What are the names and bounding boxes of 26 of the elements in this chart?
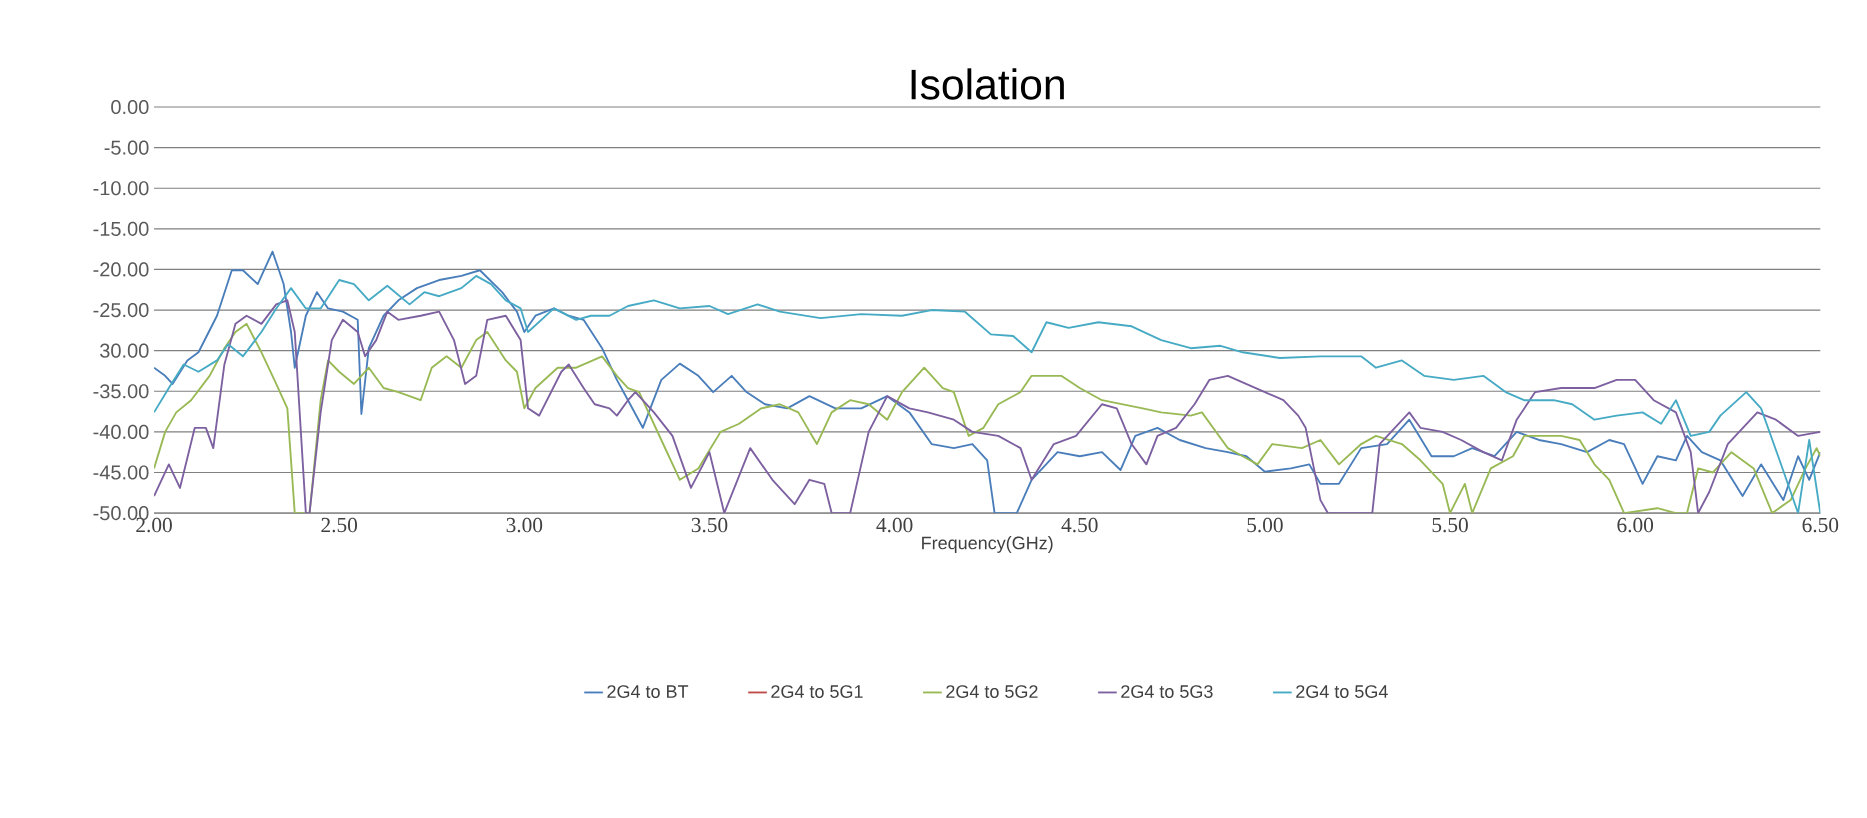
y-tick-label: -45.00 [93, 465, 149, 480]
y-tick-label: -35.00 [93, 384, 149, 399]
x-axis-title: Frequency(GHz) [922, 536, 1053, 553]
chart-title: Isolation [911, 68, 1064, 100]
y-tick-label: -20.00 [93, 262, 149, 277]
legend-label: 2G4 to 5G3 [1121, 685, 1213, 698]
x-tick-label: 6.00 [1617, 517, 1654, 533]
x-tick-label: 3.00 [506, 517, 543, 533]
legend-label: 2G4 to 5G1 [771, 685, 863, 698]
x-tick-label: 3.50 [691, 517, 728, 533]
x-tick-label: 4.50 [1061, 517, 1098, 533]
y-tick-label: -5.00 [104, 140, 149, 155]
y-tick-label: 30.00 [100, 343, 149, 358]
x-tick-label: 5.00 [1247, 517, 1283, 533]
y-tick-label: 0.00 [111, 99, 149, 115]
legend-label: 2G4 to 5G4 [1296, 685, 1388, 698]
y-tick-label: -25.00 [93, 302, 149, 318]
x-tick-label: 2.50 [321, 517, 358, 533]
x-tick-label: 4.00 [876, 517, 913, 533]
y-tick-label: -40.00 [93, 424, 149, 439]
y-tick-label: -15.00 [93, 221, 149, 236]
legend-label: 2G4 to BT [607, 685, 689, 698]
x-tick-label: 5.50 [1432, 517, 1468, 533]
legend-label: 2G4 to 5G2 [946, 685, 1038, 698]
x-tick-label: 6.50 [1802, 517, 1839, 533]
y-tick-label: -10.00 [93, 181, 149, 196]
